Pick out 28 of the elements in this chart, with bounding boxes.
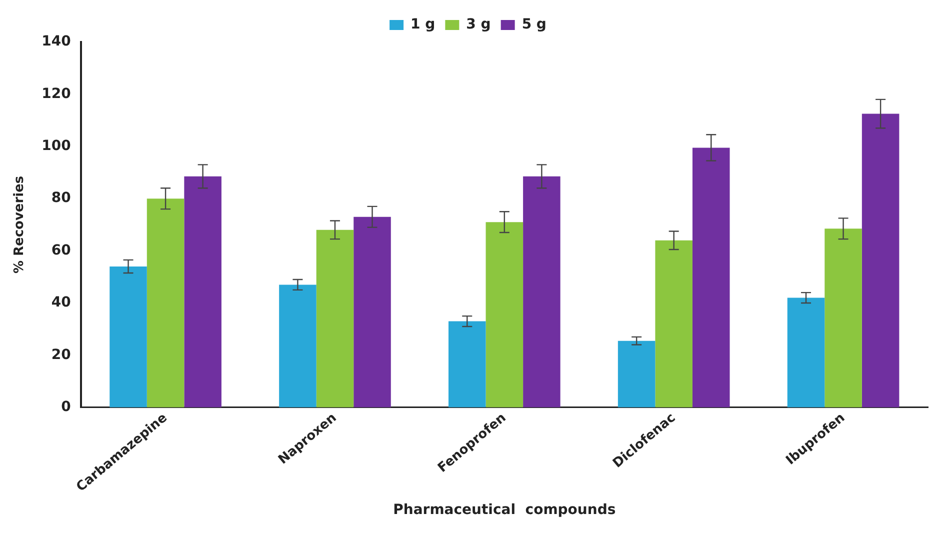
bar — [692, 148, 730, 408]
bar — [279, 284, 316, 408]
bar — [448, 321, 486, 408]
bar — [787, 298, 825, 408]
y-axis-title: % Recoveries — [12, 176, 28, 274]
y-tick-label: 140 — [42, 34, 72, 50]
y-tick-label: 40 — [51, 294, 72, 311]
y-tick-label: 60 — [51, 242, 72, 258]
bar — [523, 176, 560, 408]
y-tick-label: 0 — [61, 399, 72, 416]
bar — [824, 228, 862, 408]
bar — [146, 198, 184, 408]
x-axis-title: Pharmaceutical compounds — [393, 502, 616, 518]
y-tick-label: 80 — [51, 190, 72, 206]
bar — [655, 240, 692, 408]
y-tick-label: 100 — [42, 138, 72, 154]
bar — [316, 230, 354, 408]
legend-label: 5 g — [522, 16, 546, 33]
bar — [618, 340, 656, 408]
bar — [862, 114, 900, 408]
bar — [354, 216, 391, 408]
bar — [486, 222, 524, 408]
legend-label: 3 g — [466, 16, 491, 33]
bar — [184, 176, 222, 408]
y-tick-label: 120 — [42, 86, 72, 102]
bar — [110, 266, 147, 408]
legend-label: 1 g — [410, 16, 436, 33]
y-tick-label: 20 — [51, 346, 72, 363]
